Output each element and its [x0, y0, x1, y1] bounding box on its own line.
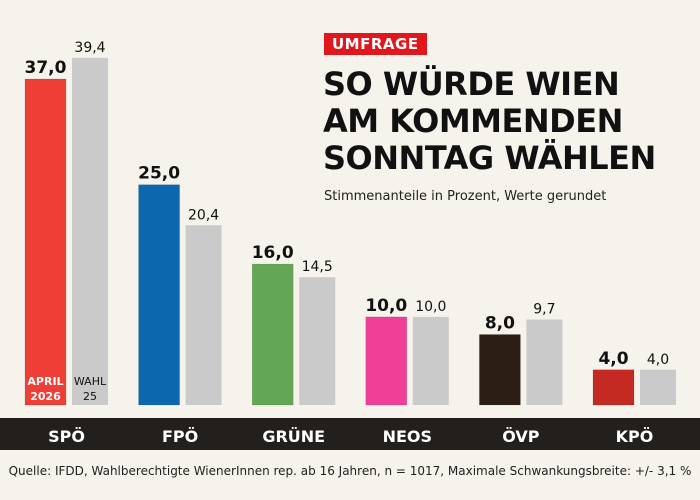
- bar-previous-3: [412, 316, 449, 405]
- bar-current-1: [138, 184, 180, 406]
- bar-current-2: [251, 263, 294, 406]
- source-note: Quelle: IFDD, Wahlberechtigte WienerInne…: [8, 464, 692, 478]
- legend-previous-line-0: WAHL: [74, 375, 107, 388]
- label-current-0: 37,0: [25, 58, 67, 78]
- umfrage-badge: UMFRAGE: [324, 33, 427, 55]
- title-line-1: SO WÜRDE WIEN: [323, 65, 620, 103]
- bar-previous-2: [299, 277, 336, 405]
- bar-previous-4: [526, 319, 563, 405]
- bar-current-5: [592, 369, 635, 406]
- legend-current-line-0: APRIL: [27, 375, 63, 388]
- bar-previous-1: [185, 225, 222, 405]
- category-band: [0, 418, 700, 450]
- label-previous-0: 39,4: [74, 40, 105, 56]
- category-label-1: FPÖ: [162, 427, 198, 446]
- category-label-2: GRÜNE: [262, 427, 325, 446]
- label-previous-3: 10,0: [415, 299, 446, 315]
- title-line-2: AM KOMMENDEN: [323, 102, 623, 140]
- legend-previous-line-1: 25: [83, 390, 97, 403]
- label-previous-2: 14,5: [302, 259, 333, 275]
- bar-previous-5: [640, 369, 676, 405]
- label-current-4: 8,0: [485, 314, 515, 334]
- label-previous-5: 4,0: [647, 352, 669, 368]
- bar-current-0: [24, 78, 67, 406]
- legend-current-line-1: 2026: [30, 390, 61, 403]
- title-line-3: SONNTAG WÄHLEN: [323, 139, 656, 177]
- bar-previous-0: [72, 57, 108, 405]
- label-current-3: 10,0: [365, 296, 407, 316]
- bar-current-3: [365, 316, 408, 406]
- category-label-5: KPÖ: [616, 427, 654, 446]
- category-label-4: ÖVP: [502, 427, 540, 446]
- chart-title: SO WÜRDE WIEN AM KOMMENDEN SONNTAG WÄHLE…: [323, 66, 656, 177]
- label-current-2: 16,0: [252, 243, 294, 263]
- bar-current-4: [479, 334, 521, 406]
- chart-subtitle: Stimmenanteile in Prozent, Werte gerunde…: [324, 189, 607, 204]
- label-previous-4: 9,7: [533, 302, 555, 318]
- category-label-3: NEOS: [383, 427, 432, 446]
- category-label-0: SPÖ: [48, 427, 85, 446]
- label-current-1: 25,0: [138, 164, 180, 184]
- label-current-5: 4,0: [598, 349, 628, 369]
- label-previous-1: 20,4: [188, 207, 219, 223]
